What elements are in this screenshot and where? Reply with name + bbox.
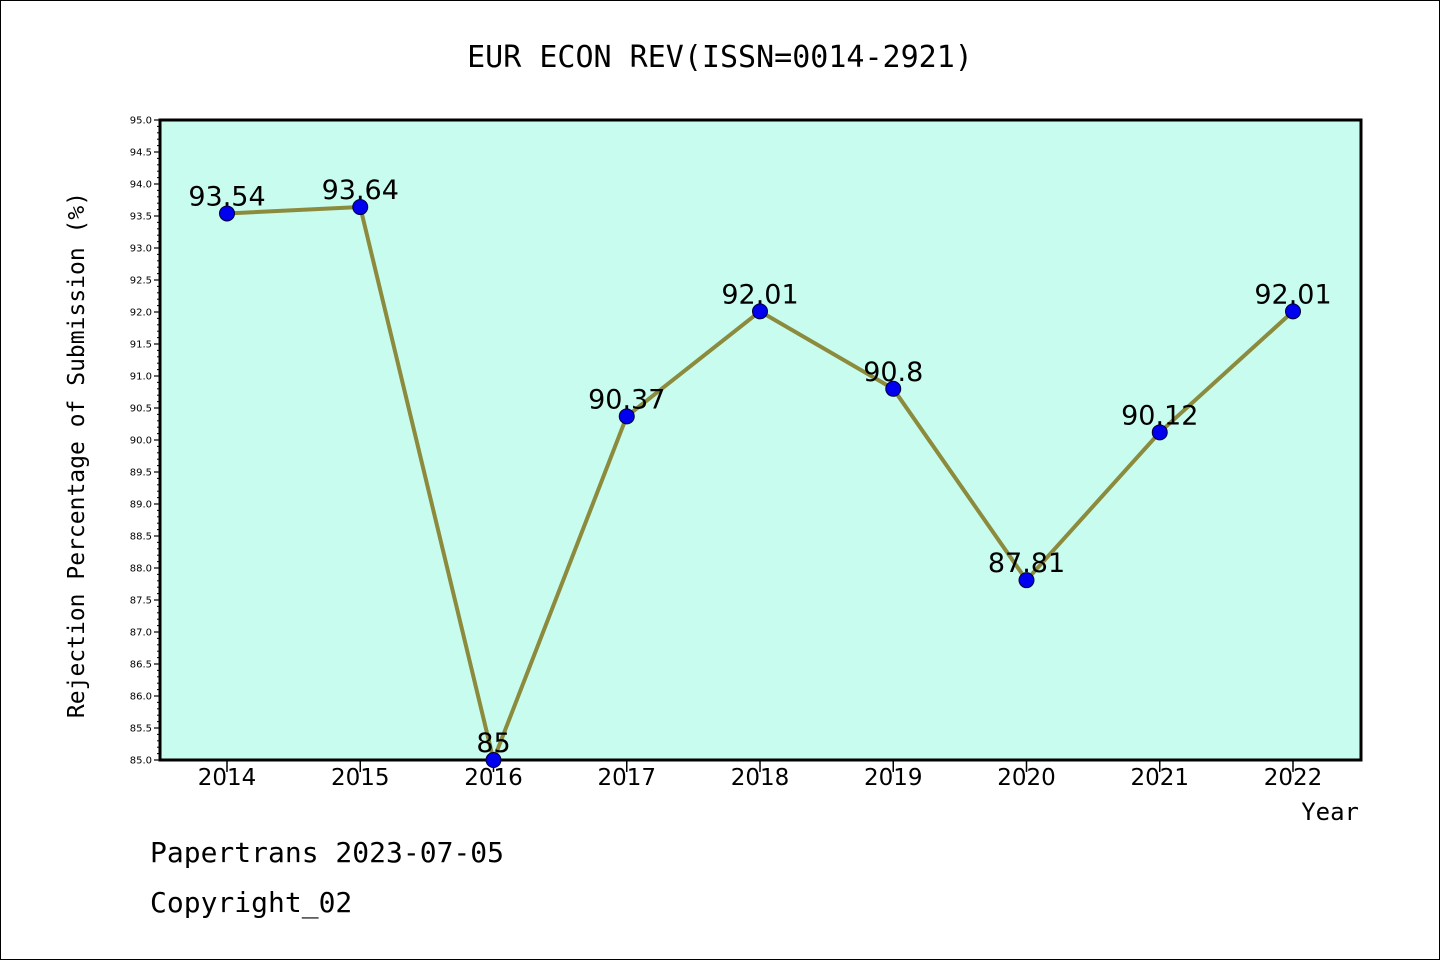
- y-tick-label: 88.0: [130, 564, 152, 575]
- data-label: 93.54: [188, 181, 265, 212]
- series-markers: [219, 199, 1301, 768]
- footer-date-text: Papertrans 2023-07-05: [150, 836, 505, 869]
- y-tick-label: 92.0: [130, 308, 152, 319]
- data-label: 85: [476, 728, 510, 759]
- data-point: [1018, 572, 1035, 589]
- y-axis-label: Rejection Percentage of Submission (%): [64, 192, 90, 718]
- data-label: 93.64: [322, 175, 399, 206]
- x-tick-label: 2021: [1130, 765, 1189, 791]
- y-axis: 85.0 85.5 86.0 86.5 87.0 87.5 88.0 88.5 89.0 89.5…: [130, 116, 160, 767]
- chart-title: EUR ECON REV(ISSN=0014-2921): [467, 40, 973, 75]
- y-tick-label: 86.5: [130, 660, 152, 671]
- x-tick-label: 2015: [331, 765, 390, 791]
- x-tick-label: 2019: [864, 765, 923, 791]
- plot-area: [158, 118, 1363, 762]
- y-tick-label: 91.5: [130, 340, 152, 351]
- x-tick-label: 2018: [731, 765, 790, 791]
- data-label: 90.8: [863, 357, 923, 388]
- data-point: [752, 303, 768, 320]
- y-tick-label: 87.5: [130, 596, 152, 607]
- data-point: [1285, 303, 1301, 320]
- y-tick-label: 85.5: [130, 724, 152, 735]
- y-tick-label: 86.0: [130, 692, 152, 703]
- x-axis-label: Year: [1301, 798, 1359, 826]
- data-labels: 93.54 93.64 85 90.37 92.01 90.8 87.81 90.12 92.0…: [188, 175, 1331, 759]
- x-tick-label: 2017: [597, 765, 656, 791]
- y-tick-label: 94.0: [130, 180, 152, 191]
- data-label: 92.01: [1254, 279, 1331, 310]
- y-tick-label: 90.5: [130, 404, 152, 415]
- data-point: [618, 408, 635, 425]
- data-label: 92.01: [721, 279, 798, 310]
- x-tick-label: 2016: [464, 765, 523, 791]
- data-label: 90.37: [588, 384, 665, 415]
- y-tick-label: 88.5: [130, 532, 152, 543]
- y-tick-label: 95.0: [130, 116, 152, 127]
- y-tick-label: 94.5: [130, 148, 152, 159]
- data-point: [219, 205, 235, 222]
- data-point: [485, 752, 502, 768]
- data-point: [352, 199, 369, 216]
- y-tick-label: 87.0: [130, 628, 152, 639]
- y-tick-label: 93.0: [130, 244, 152, 255]
- data-label: 90.12: [1121, 400, 1198, 431]
- y-tick-label: 89.5: [130, 468, 152, 479]
- x-tick-label: 2014: [198, 765, 257, 791]
- footer-copyright-text: Copyright_02: [150, 886, 353, 919]
- data-point: [1151, 424, 1168, 441]
- y-tick-label: 89.0: [130, 500, 152, 511]
- y-tick-label: 85.0: [130, 756, 152, 767]
- data-label: 87.81: [988, 548, 1065, 579]
- y-tick-label: 92.5: [130, 276, 152, 287]
- data-point: [885, 380, 902, 397]
- x-axis: 2014 2015 2016 2017 2018 2019 2020 2021 2022: [198, 760, 1323, 791]
- y-tick-label: 91.0: [130, 372, 152, 383]
- y-tick-label: 90.0: [130, 436, 152, 447]
- x-tick-label: 2020: [997, 765, 1056, 791]
- x-tick-label: 2022: [1264, 765, 1323, 791]
- y-tick-label: 93.5: [130, 212, 152, 223]
